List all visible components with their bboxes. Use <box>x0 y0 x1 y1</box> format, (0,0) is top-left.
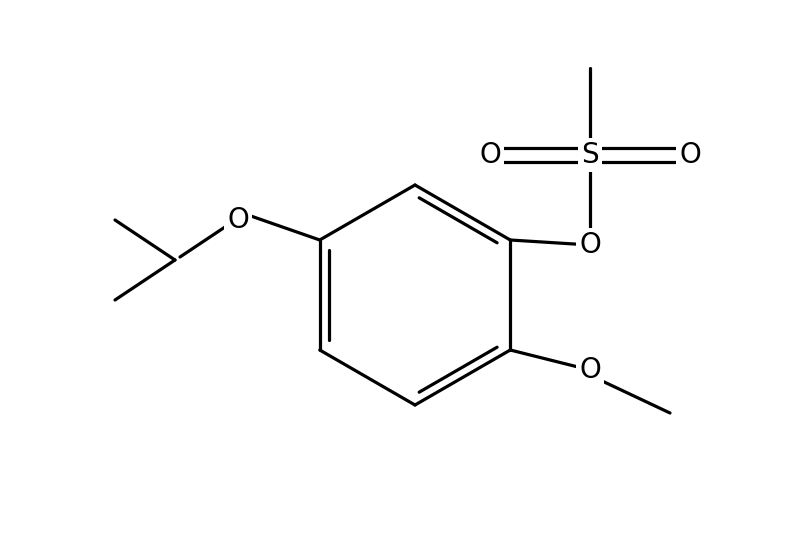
Text: O: O <box>227 206 249 234</box>
Text: O: O <box>479 141 501 169</box>
Text: O: O <box>579 356 601 384</box>
Text: O: O <box>579 231 601 259</box>
Text: O: O <box>680 141 701 169</box>
Text: S: S <box>581 141 599 169</box>
